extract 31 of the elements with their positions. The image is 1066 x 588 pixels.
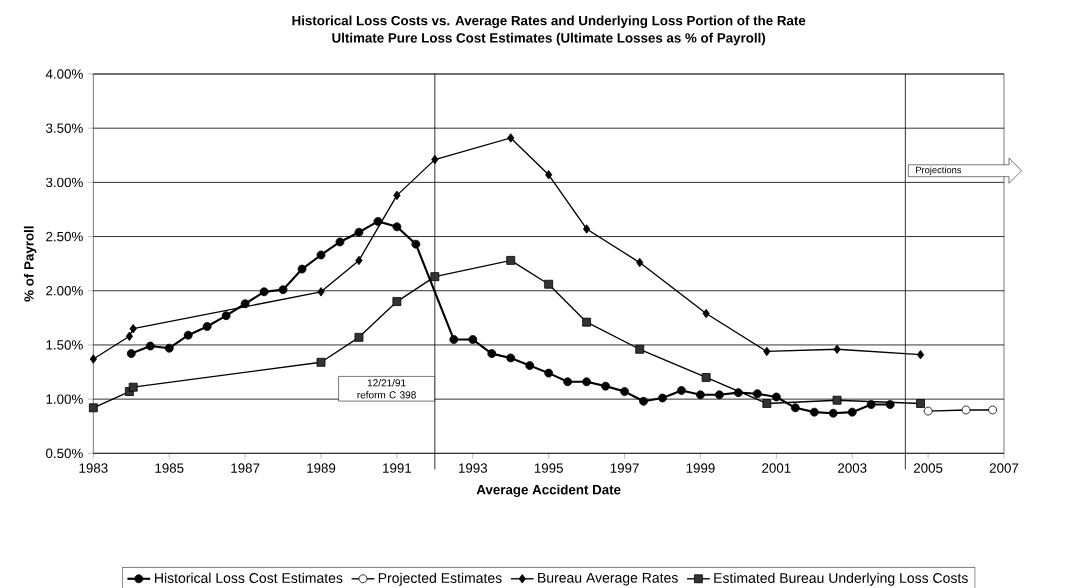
ref-line-label: 12/21/91 reform C 398: [357, 379, 416, 399]
x-tick-label: 1993: [458, 463, 488, 473]
x-tick-label: 1999: [686, 463, 715, 473]
chart-title: Historical Loss Costs vs. Average Rates and Underlying Loss Portion of the Rate: [292, 15, 806, 29]
legend-label: Estimated Bureau Underlying Loss Costs: [714, 572, 968, 586]
y-tick-label: 0.50%: [46, 448, 83, 459]
y-tick-label: 3.00%: [46, 177, 83, 188]
y-axis-title: % of Payroll: [23, 226, 37, 302]
y-tick-label: 1.00%: [46, 394, 83, 404]
x-tick-label: 1995: [534, 463, 563, 473]
x-tick-label: 1997: [610, 463, 639, 473]
x-tick-label: 1989: [307, 463, 336, 473]
chart-subtitle: Ultimate Pure Loss Cost Estimates (Ultimate Losses as % of Payroll): [332, 32, 766, 46]
x-tick-label: 2005: [913, 463, 943, 473]
legend-label: Historical Loss Cost Estimates: [155, 572, 343, 584]
x-tick-label: 1985: [155, 463, 184, 473]
x-tick-label: 2007: [989, 463, 1019, 473]
x-tick-label: 2003: [838, 463, 867, 473]
y-tick-label: 1.50%: [46, 340, 83, 350]
y-tick-label: 2.00%: [46, 286, 83, 296]
x-axis-title: Average Accident Date: [476, 484, 621, 498]
legend-label: Bureau Average Rates: [538, 572, 678, 586]
legend-label: Projected Estimates: [378, 572, 502, 586]
y-tick-label: 2.50%: [46, 231, 83, 242]
x-tick-label: 2001: [762, 463, 791, 473]
x-tick-label: 1987: [231, 463, 260, 473]
y-tick-label: 4.00%: [45, 69, 83, 79]
x-tick-label: 1983: [79, 463, 108, 473]
ref-line-label: Projections: [916, 166, 962, 176]
x-tick-label: 1991: [383, 463, 412, 473]
y-tick-label: 3.50%: [46, 123, 83, 133]
